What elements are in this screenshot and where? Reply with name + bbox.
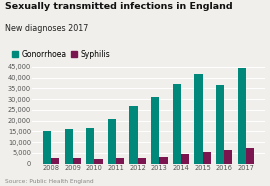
Bar xyxy=(108,118,116,164)
Bar xyxy=(224,150,232,164)
Bar xyxy=(43,132,51,164)
Text: Source: Public Health England: Source: Public Health England xyxy=(5,179,94,184)
Text: Sexually transmitted infections in England: Sexually transmitted infections in Engla… xyxy=(5,2,233,11)
Bar xyxy=(181,154,189,164)
Legend: Gonorrhoea, Syphilis: Gonorrhoea, Syphilis xyxy=(9,47,113,62)
Bar xyxy=(94,158,103,164)
Bar xyxy=(216,85,224,164)
Text: New diagnoses 2017: New diagnoses 2017 xyxy=(5,24,89,33)
Bar xyxy=(202,152,211,164)
Bar xyxy=(116,158,124,164)
Bar xyxy=(73,158,81,164)
Bar xyxy=(65,129,73,164)
Bar xyxy=(238,68,246,164)
Bar xyxy=(130,106,138,164)
Bar xyxy=(138,158,146,164)
Bar xyxy=(159,157,167,164)
Bar xyxy=(86,128,94,164)
Bar xyxy=(173,84,181,164)
Bar xyxy=(246,147,254,164)
Bar xyxy=(51,158,59,164)
Bar xyxy=(194,74,202,164)
Bar xyxy=(151,97,159,164)
